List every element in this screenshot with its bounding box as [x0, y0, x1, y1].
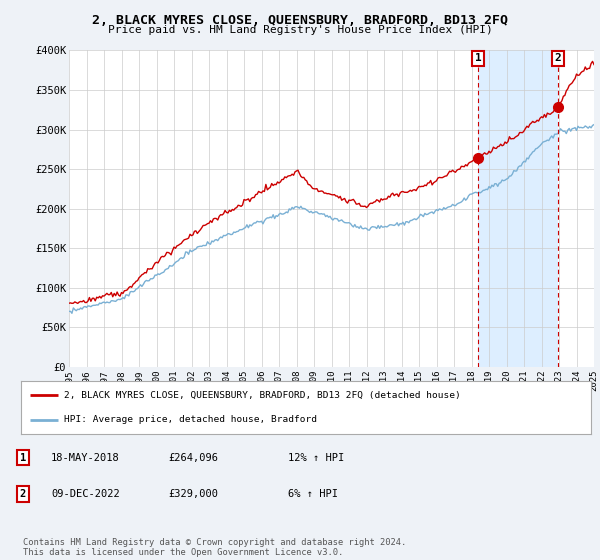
Text: £329,000: £329,000: [168, 489, 218, 499]
Text: 12% ↑ HPI: 12% ↑ HPI: [288, 452, 344, 463]
Bar: [478, 50, 558, 367]
Text: 1: 1: [20, 452, 26, 463]
Text: 1: 1: [475, 53, 482, 63]
Text: 09-DEC-2022: 09-DEC-2022: [51, 489, 120, 499]
Text: Contains HM Land Registry data © Crown copyright and database right 2024.
This d: Contains HM Land Registry data © Crown c…: [23, 538, 406, 557]
Text: HPI: Average price, detached house, Bradford: HPI: Average price, detached house, Brad…: [64, 415, 317, 424]
Text: 2: 2: [554, 53, 562, 63]
Text: £264,096: £264,096: [168, 452, 218, 463]
Text: Price paid vs. HM Land Registry's House Price Index (HPI): Price paid vs. HM Land Registry's House …: [107, 25, 493, 35]
Text: 18-MAY-2018: 18-MAY-2018: [51, 452, 120, 463]
Text: 2, BLACK MYRES CLOSE, QUEENSBURY, BRADFORD, BD13 2FQ: 2, BLACK MYRES CLOSE, QUEENSBURY, BRADFO…: [92, 14, 508, 27]
Text: 6% ↑ HPI: 6% ↑ HPI: [288, 489, 338, 499]
Text: 2, BLACK MYRES CLOSE, QUEENSBURY, BRADFORD, BD13 2FQ (detached house): 2, BLACK MYRES CLOSE, QUEENSBURY, BRADFO…: [64, 391, 461, 400]
Text: 2: 2: [20, 489, 26, 499]
